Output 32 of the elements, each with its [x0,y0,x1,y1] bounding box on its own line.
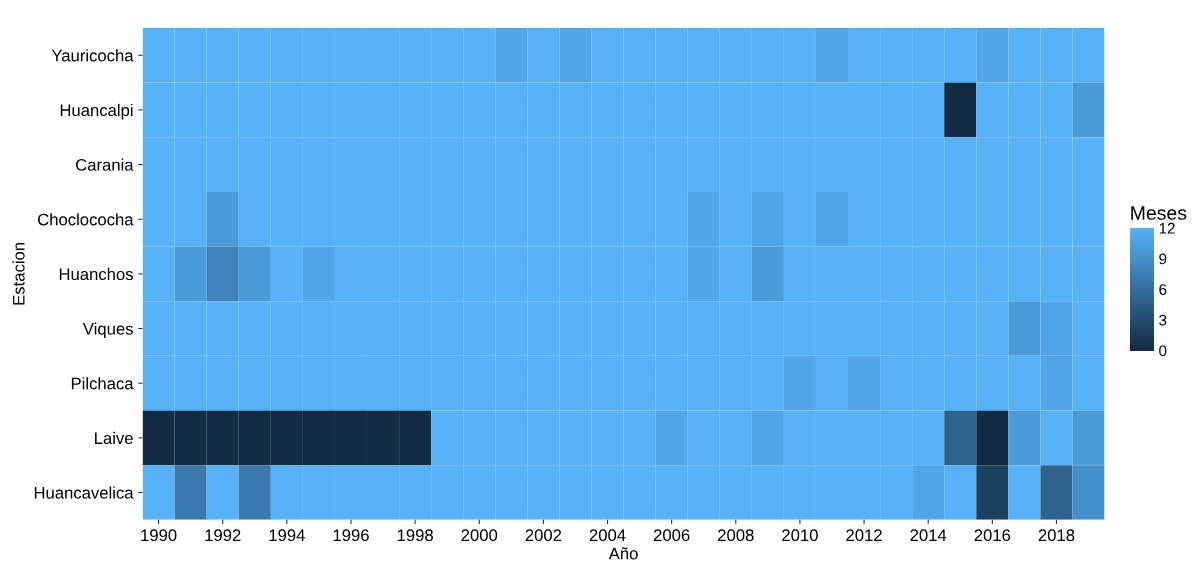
y-axis-title: Estacion [12,243,25,305]
color-bar-label: 9 [1159,253,1167,265]
y-tick-label: Huancavelica [34,486,134,499]
y-tick-label: Huancalpi [60,103,133,120]
color-bar-label: 6 [1159,284,1167,295]
x-tick-label: 1998 [397,529,433,542]
color-bar-label: 0 [1159,345,1167,357]
x-tick-label: 1990 [141,529,177,542]
x-tick-label: 1996 [333,529,369,542]
y-tick-label: Carania [76,158,134,171]
y-tick-label: Huanchos [59,267,133,281]
x-axis-title: Año [608,547,638,560]
x-tick-label: 1992 [205,529,241,542]
legend-title: Meses [1131,206,1187,220]
x-tick-label: 2008 [718,529,754,542]
x-tick-label: 2012 [846,529,882,542]
x-tick-label: 2010 [782,529,818,542]
y-tick-label: Laive [95,431,133,445]
x-tick-label: 2002 [525,529,562,542]
x-tick-label: 2004 [589,529,626,542]
y-tick-label: Choclococha [38,213,134,226]
x-tick-label: 2000 [461,529,498,542]
x-tick-label: 2016 [974,529,1011,542]
x-tick-label: 2014 [910,529,947,542]
x-tick-label: 2006 [653,529,690,542]
color-bar-label: 12 [1159,222,1175,234]
y-tick-label: Pilchaca [71,377,134,390]
y-tick-label: Yauricocha [51,49,134,62]
x-tick-label: 1994 [269,529,305,542]
x-tick-label: 2018 [1038,529,1075,542]
color-bar-label: 3 [1159,314,1167,326]
y-tick-label: Viques [82,322,133,339]
